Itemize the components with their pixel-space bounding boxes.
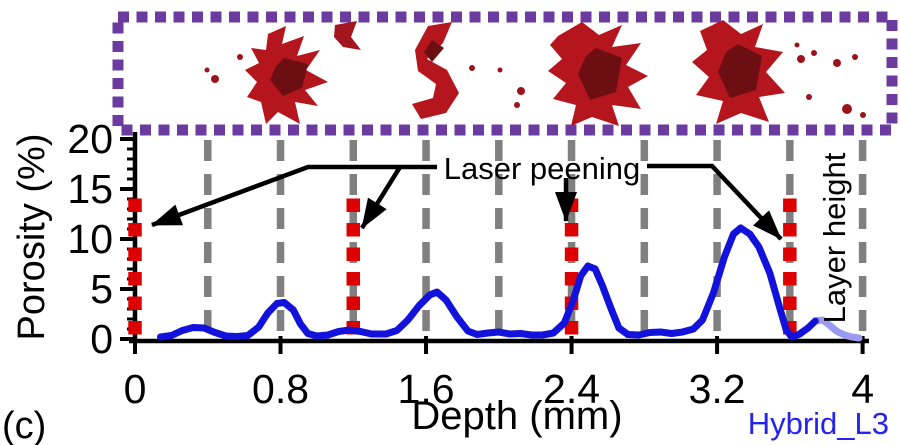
pore-blob-cluster-2 [334,21,503,119]
x-tick-label: 0 [124,366,147,412]
laser-peening-dot [346,247,361,261]
laser-peening-marker [128,198,142,335]
laser-peening-markers [128,198,797,335]
laser-peening-dot [128,223,142,237]
pore-blob-cluster-1 [204,26,328,124]
laser-peening-dot [128,198,142,212]
x-tick-label: 2.4 [543,366,600,412]
x-tick-label: 3.2 [689,366,746,412]
laser-peening-dot [346,272,361,286]
laser-peening-dot [346,198,361,212]
laser-peening-dot [564,321,579,335]
laser-peening-dot [783,272,797,286]
laser-peening-annotation [151,163,783,241]
laser-peening-dot [128,296,142,310]
arrow-to-0mm [151,164,437,228]
laser-peening-dot [564,223,579,237]
porosity-isosurface-strip [112,11,898,136]
laser-peening-dot [346,296,361,310]
y-tick-label: 20 [67,116,113,162]
laser-peening-dot [128,247,142,261]
x-axis-title: Depth (mm) [411,394,622,438]
laser-peening-dot [128,272,142,286]
porosity-curve-faded-tail [811,316,863,342]
x-tick-label: 4 [851,366,874,412]
sample-label: Hybrid_L3 [748,406,889,441]
x-tick-label: 0.8 [252,366,309,412]
arrow-to-3p6mm [647,163,783,241]
laser-peening-dot [783,223,797,237]
laser-peening-dot [783,247,797,261]
arrow-to-1p2mm [360,165,402,230]
figure-label: (c) [2,405,46,445]
y-tick-label: 10 [67,216,113,262]
laser-peening-dot [564,272,579,286]
laser-peening-dot [564,247,579,261]
laser-peening-label: Laser peening [444,151,641,186]
isosurface-strip-border [112,11,898,136]
laser-peening-dot [783,296,797,310]
pore-blob-cluster-3 [514,22,648,126]
laser-peening-dot [128,321,142,335]
pore-blob-cluster-4 [692,20,866,124]
porosity-curve [157,224,819,341]
laser-peening-dot [346,223,361,237]
y-tick-label: 15 [67,166,113,212]
laser-peening-marker [346,198,361,335]
y-axis-title: Porosity (%) [11,134,53,341]
layer-height-label: Layer height [817,152,852,323]
y-tick-label: 0 [90,316,113,362]
x-tick-label: 1.6 [398,366,455,412]
laser-peening-dot [783,198,797,212]
y-tick-label: 5 [90,266,113,312]
